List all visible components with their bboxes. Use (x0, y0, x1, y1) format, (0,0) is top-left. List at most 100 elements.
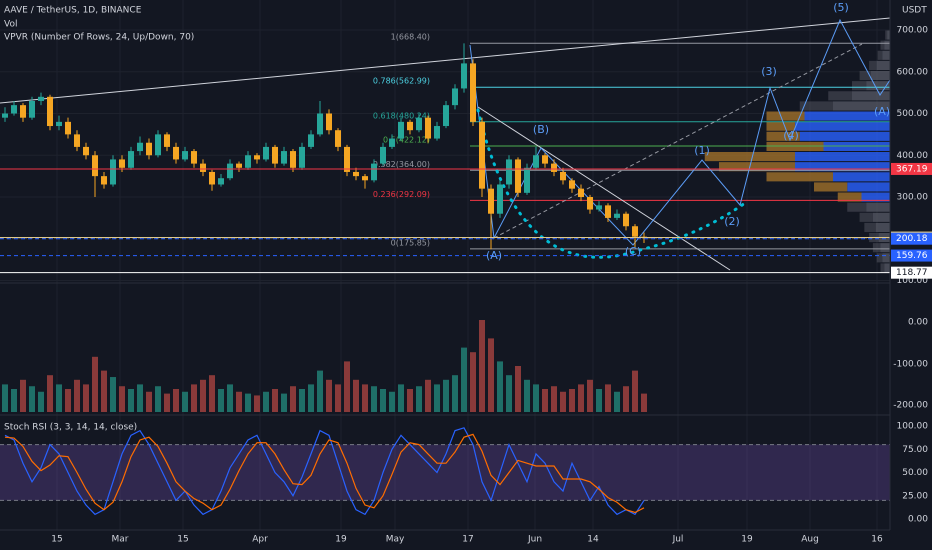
candle-body (461, 63, 467, 89)
vpvr-down (766, 111, 805, 121)
volume-bar (605, 384, 611, 412)
candle-body (146, 142, 152, 156)
stoch-tick-label: 0.00 (908, 515, 928, 525)
candle-body (443, 105, 449, 127)
x-tick-label: May (386, 535, 405, 545)
axis-labels: 700.00 600.00 500.00 400.00 300.00 100.00 15 Ma… (51, 26, 932, 545)
dotted-curve (476, 108, 747, 259)
vpvr-up (875, 222, 890, 232)
wave-label: (A) (486, 249, 502, 262)
price-tag-label: 118.77 (896, 268, 928, 278)
candle-body (281, 151, 287, 164)
vpvr-down (876, 253, 883, 263)
candle-body (227, 163, 233, 179)
volume-bar (353, 379, 359, 412)
volume-bar (560, 391, 566, 412)
candle-body (497, 184, 503, 214)
vpvr-up (882, 50, 890, 60)
volume-bar (407, 389, 413, 412)
candle-body (470, 63, 476, 122)
volume-bar (11, 389, 17, 412)
price-tag (891, 249, 932, 262)
vpvr-down (766, 131, 800, 141)
vpvr-down (859, 212, 873, 222)
volume-bar (506, 375, 512, 412)
stoch-band (0, 444, 890, 501)
levels (0, 168, 890, 274)
vpvr-up (887, 30, 890, 40)
candle-body (164, 134, 170, 147)
candle-body (533, 155, 539, 168)
candle-body (479, 121, 485, 189)
volume-bar (191, 384, 197, 412)
x-tick-label: Mar (112, 535, 129, 545)
candle-body (245, 155, 251, 168)
candle-body (47, 96, 53, 127)
vpvr-up (852, 91, 890, 101)
volume-bar (65, 389, 71, 412)
vpvr-down (885, 30, 888, 40)
volume-bar (425, 379, 431, 412)
wave-label: (2) (724, 215, 740, 228)
vpvr-down (872, 243, 881, 253)
candle-body (614, 213, 620, 218)
candle-body (137, 142, 143, 152)
volume-bar (614, 391, 620, 412)
volume-bar (641, 393, 647, 412)
vpvr-up (866, 81, 890, 91)
candle-body (83, 146, 89, 156)
volume-bar (74, 379, 80, 412)
vpvr-up (872, 212, 890, 222)
candle-body (353, 171, 359, 177)
candle-body (191, 151, 197, 164)
vpvr-up (861, 192, 890, 202)
volume-tick-label: -100.00 (893, 360, 928, 370)
candle-body (74, 134, 80, 147)
vpvr-down (859, 71, 871, 81)
vpvr-up (795, 162, 890, 172)
volume-bar (110, 377, 116, 412)
vpvr-down (766, 172, 833, 182)
volume-bar (92, 356, 98, 412)
vpvr-up (799, 131, 890, 141)
volume-bar (335, 384, 341, 412)
candle-body (272, 146, 278, 164)
fib-label: 0.786(562.99) (373, 77, 430, 86)
x-tick-label: 19 (335, 535, 347, 545)
candle-body (101, 176, 107, 185)
volume-bar (290, 386, 296, 412)
trendline (0, 17, 891, 104)
stoch-rsi (0, 427, 890, 516)
vpvr-up (871, 71, 890, 81)
price-tag-label: 200.18 (896, 234, 928, 244)
candle-body (110, 159, 116, 185)
candle-body (290, 151, 296, 168)
y-tick-label: 100.00 (897, 276, 929, 286)
candle-body (371, 163, 377, 181)
vpvr-up (876, 60, 890, 70)
volume-bar (362, 384, 368, 412)
volume-bar (524, 379, 530, 412)
vpvr-up (847, 182, 890, 192)
volume-bar (263, 391, 269, 412)
vpvr-down (799, 101, 833, 111)
vpvr-up (866, 202, 890, 212)
volume-bar (416, 386, 422, 412)
vpvr-up (795, 121, 890, 131)
x-tick-label: Jun (527, 535, 542, 545)
candle-body (326, 113, 332, 131)
vpvr-up (880, 243, 890, 253)
candle-body (596, 205, 602, 210)
candle-body (389, 138, 395, 147)
volume-bar (308, 384, 314, 412)
candle-body (587, 197, 593, 210)
fib-label: 1(668.40) (391, 33, 430, 42)
volume-bar (227, 384, 233, 412)
vpvr-down (704, 152, 795, 162)
x-tick-label: 17 (462, 535, 473, 545)
candle-body (506, 159, 512, 185)
candle-body (299, 146, 305, 168)
vpvr-down (869, 60, 877, 70)
vpvr-down (814, 182, 848, 192)
candle-body (308, 134, 314, 147)
